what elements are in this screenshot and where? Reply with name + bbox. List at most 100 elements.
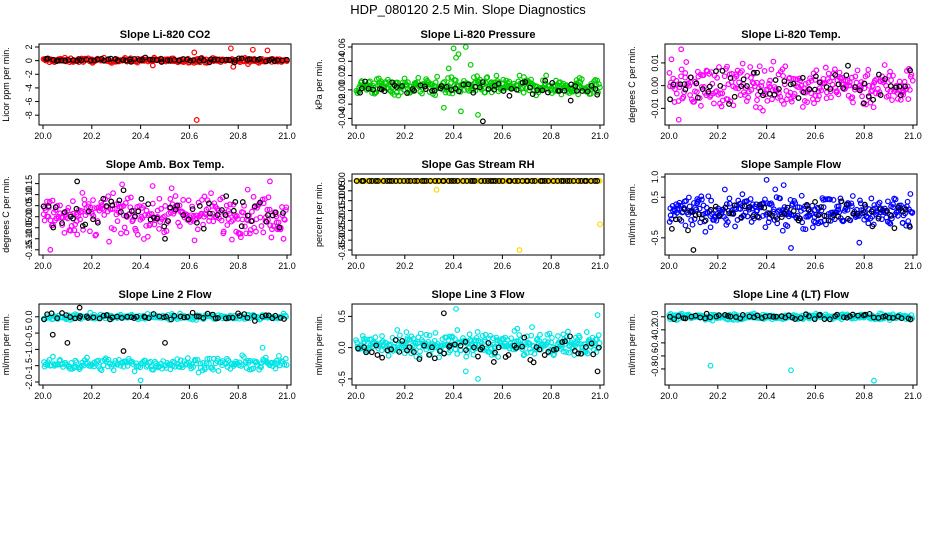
point-selected [558, 178, 565, 184]
x-tick-label: 21.0 [278, 391, 296, 401]
data-points [40, 304, 290, 384]
point-selected [865, 93, 872, 100]
point [719, 90, 726, 97]
y-axis-label: Licor ppm per min. [1, 47, 11, 122]
point [101, 212, 108, 218]
point-selected [792, 316, 799, 322]
point-selected [399, 83, 405, 89]
point-selected [379, 354, 386, 361]
point-selected [485, 340, 492, 346]
x-tick-label: 20.2 [709, 131, 727, 141]
point [54, 202, 61, 209]
point [795, 84, 802, 90]
point-selected [465, 81, 472, 88]
point [596, 340, 603, 346]
point-selected [539, 87, 546, 94]
y-tick-label: -0.05 [24, 217, 34, 238]
point [788, 98, 795, 105]
point-selected [239, 199, 246, 205]
point-selected [426, 351, 432, 358]
y-tick-label: -8 [24, 111, 34, 119]
point-selected [223, 193, 230, 199]
point-selected [766, 313, 773, 319]
point [901, 78, 908, 85]
point-selected [462, 339, 469, 345]
point [812, 76, 819, 83]
point [773, 194, 780, 201]
y-tick-label: 0.00 [337, 81, 347, 99]
point [822, 64, 829, 71]
point [682, 70, 689, 76]
point-selected [277, 315, 284, 321]
x-tick-label: 20.2 [709, 261, 727, 271]
point-selected [368, 349, 375, 356]
point-selected [226, 57, 233, 63]
x-tick-label: 20.4 [132, 261, 150, 271]
point-selected [579, 88, 586, 94]
point-selected [696, 211, 703, 218]
point-selected [109, 202, 116, 209]
point-selected [495, 80, 502, 87]
point-selected [877, 92, 884, 98]
point-selected [174, 202, 181, 209]
point [750, 80, 757, 87]
y-tick-label: 1.0 [650, 171, 660, 184]
point [514, 325, 521, 332]
point-selected [545, 178, 552, 184]
point-selected [399, 337, 406, 344]
point-selected [739, 312, 746, 318]
point [177, 357, 184, 364]
point-selected [161, 223, 168, 230]
data-points [40, 45, 290, 123]
panel-7: Slope Line 2 Flow 20.0 20.2 20.4 20.6 20.8 21.… [1, 289, 296, 401]
point [445, 75, 451, 81]
point-selected [812, 86, 818, 93]
point [849, 193, 856, 199]
point [446, 333, 453, 340]
point [452, 77, 459, 84]
point [131, 368, 138, 375]
x-tick-label: 21.0 [591, 131, 609, 141]
point-selected [259, 313, 266, 320]
point [900, 91, 907, 98]
point-selected [404, 178, 411, 184]
x-tick-label: 21.0 [904, 391, 922, 401]
point [450, 45, 457, 52]
y-axis-label: ml/min per min. [314, 314, 324, 376]
y-axis-label: degrees C per min. [627, 46, 637, 123]
point-selected [554, 178, 561, 184]
x-tick-label: 20.4 [758, 261, 776, 271]
point-selected [232, 199, 239, 205]
point [210, 218, 217, 225]
point [733, 73, 740, 80]
point-selected [361, 344, 367, 351]
x-tick-label: 20.8 [855, 391, 873, 401]
point-selected [251, 317, 258, 324]
point-selected [855, 312, 861, 319]
point-selected [890, 314, 896, 321]
point [761, 68, 768, 74]
point-selected [746, 204, 753, 211]
point-selected [374, 352, 381, 358]
point-selected [265, 312, 272, 319]
point-selected [429, 344, 435, 351]
point-selected [844, 314, 850, 321]
point [385, 352, 392, 359]
point-selected [476, 84, 483, 91]
point [474, 73, 480, 80]
point-selected [257, 55, 263, 62]
point [188, 212, 195, 219]
point-selected [778, 214, 785, 221]
point [172, 193, 179, 199]
point [805, 213, 812, 220]
point-selected [875, 71, 882, 78]
x-tick-label: 20.0 [347, 131, 365, 141]
point [458, 108, 464, 115]
point [746, 206, 752, 213]
point-selected [478, 178, 485, 184]
point-selected [131, 56, 138, 62]
point [394, 327, 401, 333]
point [721, 73, 728, 80]
point [47, 246, 54, 253]
point [114, 218, 121, 225]
